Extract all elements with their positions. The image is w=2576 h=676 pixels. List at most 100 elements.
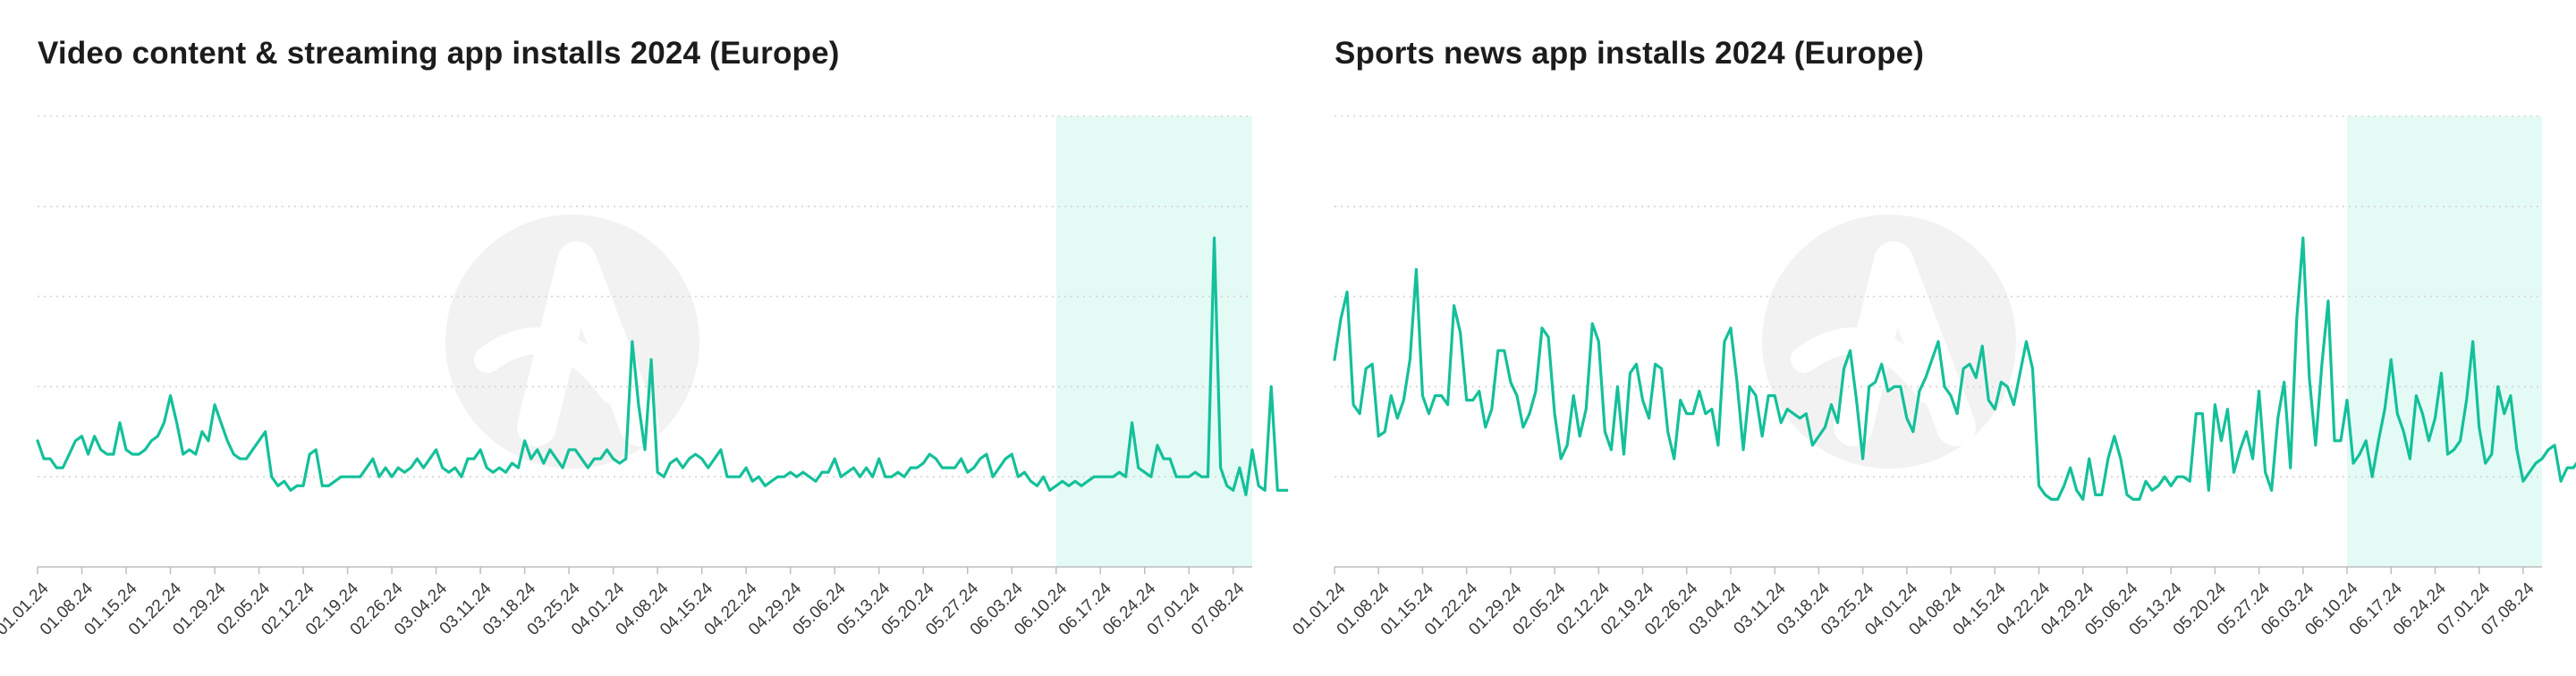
data-point: [997, 466, 1001, 469]
data-point: [2131, 497, 2135, 501]
data-point: [1174, 475, 1178, 478]
watermark-logo-icon: [1762, 215, 2016, 469]
data-point: [73, 439, 77, 443]
data-point: [845, 470, 849, 474]
data-point: [1640, 398, 1644, 401]
data-point: [2244, 430, 2248, 434]
data-point: [1478, 389, 1481, 393]
data-point: [668, 461, 672, 465]
data-point: [1358, 411, 1361, 415]
data-point: [940, 466, 944, 469]
data-point: [2289, 466, 2292, 469]
data-point: [36, 439, 39, 443]
data-point: [2540, 457, 2544, 461]
data-point: [1823, 426, 1826, 429]
data-point: [460, 475, 463, 478]
data-point: [1710, 407, 1714, 410]
data-point: [1886, 389, 1890, 393]
data-point: [510, 461, 513, 465]
data-point: [1257, 484, 1260, 487]
data-point: [959, 457, 962, 461]
data-point: [1181, 475, 1184, 478]
data-point: [814, 479, 818, 483]
series-line: [36, 236, 1288, 496]
data-point: [1798, 416, 1801, 419]
data-point: [567, 448, 571, 452]
data-point: [1484, 426, 1487, 429]
data-point: [371, 457, 375, 461]
data-point: [864, 466, 868, 469]
data-point: [48, 457, 52, 461]
data-point: [2163, 475, 2166, 478]
data-point: [763, 484, 767, 487]
data-point: [1999, 380, 2003, 384]
data-point: [2345, 398, 2349, 401]
data-point: [504, 470, 507, 474]
data-point: [2559, 479, 2563, 483]
data-point: [662, 475, 665, 478]
data-point: [1464, 398, 1468, 401]
data-point: [2320, 362, 2324, 366]
data-point: [1528, 411, 1531, 415]
data-point: [2232, 470, 2235, 474]
data-point: [162, 421, 165, 425]
data-point: [1389, 393, 1393, 397]
data-point: [447, 470, 451, 474]
data-point: [921, 461, 925, 465]
data-point: [1232, 488, 1235, 492]
chart-title: Sports news app installs 2024 (Europe): [1335, 36, 1925, 71]
data-point: [2030, 367, 2034, 370]
data-point: [2314, 444, 2318, 447]
data-point: [2113, 435, 2116, 438]
data-point: [497, 466, 501, 469]
data-point: [1445, 402, 1449, 406]
data-point: [2521, 479, 2525, 483]
data-point: [1880, 362, 1884, 366]
data-point: [1905, 416, 1909, 419]
data-point: [1685, 411, 1689, 415]
data-point: [1603, 430, 1606, 434]
data-point: [1698, 389, 1701, 393]
data-point: [2445, 452, 2449, 456]
data-point: [1716, 444, 1720, 447]
data-point: [1723, 340, 1726, 343]
data-point: [1377, 435, 1380, 438]
data-point: [2182, 475, 2185, 478]
data-point: [345, 475, 349, 478]
data-point: [2427, 439, 2430, 443]
data-point: [2395, 411, 2399, 415]
data-point: [1584, 407, 1588, 410]
data-point: [555, 457, 558, 461]
data-point: [1269, 384, 1273, 388]
data-point: [2049, 497, 2053, 501]
data-point: [1187, 475, 1191, 478]
chart-title: Video content & streaming app installs 2…: [38, 36, 840, 71]
data-point: [2496, 384, 2500, 388]
data-point: [2509, 393, 2512, 397]
data-point: [693, 452, 697, 456]
data-point: [1238, 466, 1241, 469]
data-point: [2238, 448, 2241, 452]
data-point: [1521, 426, 1525, 429]
data-point: [2528, 470, 2531, 474]
data-point: [643, 448, 647, 452]
data-point: [2269, 488, 2273, 492]
data-point: [2005, 384, 2009, 388]
data-point: [149, 439, 153, 443]
data-point: [2213, 402, 2216, 406]
data-point: [808, 475, 811, 478]
data-point: [2125, 493, 2129, 496]
data-point: [542, 461, 546, 465]
data-point: [1679, 398, 1682, 401]
data-point: [326, 484, 330, 487]
data-point: [1470, 398, 1474, 401]
data-point: [1086, 479, 1089, 483]
data-point: [244, 457, 248, 461]
data-point: [1553, 411, 1556, 415]
data-point: [466, 457, 470, 461]
chart-panel-video: Video content & streaming app installs 2…: [0, 36, 1288, 639]
data-point: [985, 452, 988, 456]
data-point: [1817, 435, 1820, 438]
data-point: [1609, 448, 1613, 452]
data-point: [2263, 470, 2267, 474]
